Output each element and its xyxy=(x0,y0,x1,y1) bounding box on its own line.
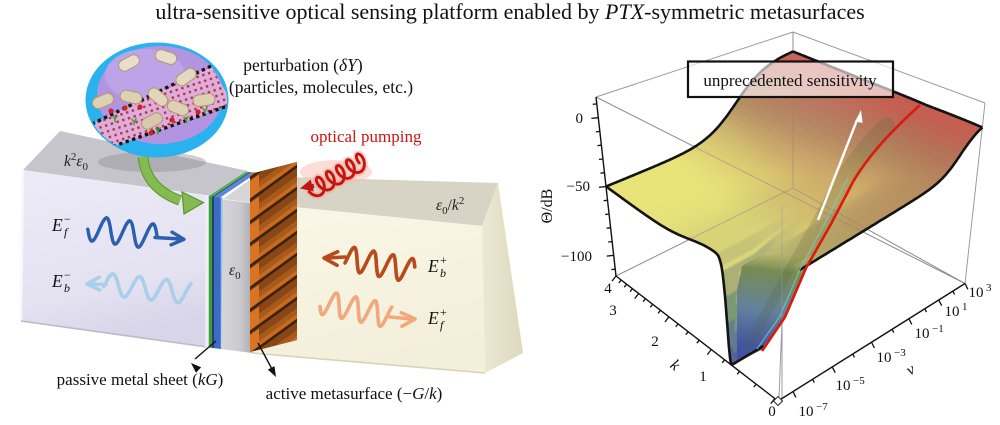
svg-text:0: 0 xyxy=(768,404,776,420)
svg-text:10: 10 xyxy=(915,326,930,342)
svg-text:unprecedented sensitivity: unprecedented sensitivity xyxy=(703,71,877,90)
svg-text:10: 10 xyxy=(945,304,960,320)
svg-text:1: 1 xyxy=(962,301,968,313)
svg-text:10: 10 xyxy=(877,350,892,366)
svg-text:+: + xyxy=(440,305,447,319)
svg-text:k2ε0: k2ε0 xyxy=(64,151,89,173)
svg-text:−5: −5 xyxy=(853,375,865,387)
svg-text:−100: −100 xyxy=(561,249,592,265)
svg-text:10: 10 xyxy=(969,285,984,301)
svg-text:ε0: ε0 xyxy=(229,262,241,282)
svg-text:passive metal sheet (kG): passive metal sheet (kG) xyxy=(57,370,224,389)
svg-text:−1: −1 xyxy=(932,323,944,335)
svg-text:f: f xyxy=(440,318,445,332)
svg-text:10: 10 xyxy=(836,378,851,394)
svg-text:10: 10 xyxy=(799,404,814,420)
svg-text:f: f xyxy=(64,225,69,239)
svg-text:optical pumping: optical pumping xyxy=(311,127,422,146)
svg-text:4: 4 xyxy=(604,281,612,297)
svg-text:b: b xyxy=(440,266,446,280)
svg-text:ε0/k2: ε0/k2 xyxy=(436,195,464,217)
svg-text:E: E xyxy=(51,271,63,291)
svg-text:Θ/dB: Θ/dB xyxy=(539,189,556,224)
svg-text:+: + xyxy=(440,253,447,267)
svg-text:−3: −3 xyxy=(894,347,906,359)
svg-text:3: 3 xyxy=(986,282,992,294)
svg-text:E: E xyxy=(427,308,439,328)
svg-text:−: − xyxy=(64,268,71,282)
svg-text:1: 1 xyxy=(699,369,707,385)
svg-text:2: 2 xyxy=(651,334,659,350)
svg-text:(particles, molecules, etc.): (particles, molecules, etc.) xyxy=(229,77,413,97)
svg-text:3: 3 xyxy=(609,303,617,319)
svg-text:0: 0 xyxy=(576,111,584,127)
svg-text:active metasurface (−G/k): active metasurface (−G/k) xyxy=(266,384,443,403)
svg-text:ultra-sensitive optical sensin: ultra-sensitive optical sensing platform… xyxy=(155,0,864,24)
svg-text:E: E xyxy=(427,256,439,276)
svg-text:E: E xyxy=(51,215,63,235)
svg-text:perturbation (δY): perturbation (δY) xyxy=(243,55,363,75)
svg-text:b: b xyxy=(64,281,70,295)
svg-text:−50: −50 xyxy=(567,179,590,195)
svg-text:−7: −7 xyxy=(816,401,828,413)
svg-text:−: − xyxy=(64,212,71,226)
